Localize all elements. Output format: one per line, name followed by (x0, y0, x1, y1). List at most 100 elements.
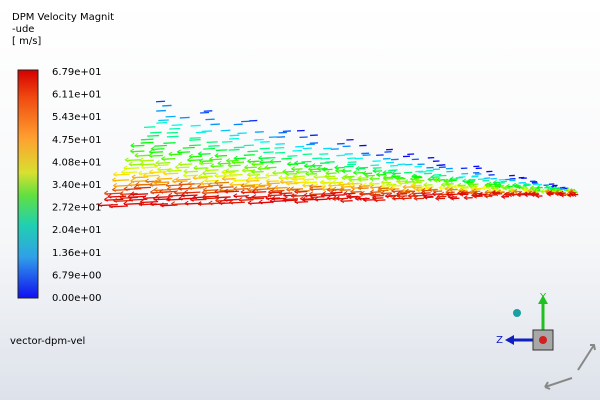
velocity-vector (327, 177, 338, 180)
vector-head (465, 180, 470, 185)
velocity-vector (302, 198, 316, 201)
velocity-vector (291, 168, 303, 171)
vector-head (174, 164, 179, 170)
object-name: vector-dpm-vel (10, 336, 85, 347)
velocity-vector (206, 141, 218, 144)
vector-head (339, 198, 345, 204)
vector-head (461, 178, 467, 184)
velocity-vector (208, 184, 223, 187)
velocity-vector (310, 170, 321, 173)
vector-head (303, 192, 308, 198)
vector-head (221, 176, 226, 182)
vector-head (148, 169, 153, 175)
vector-head (128, 196, 133, 202)
vector-head (128, 181, 133, 187)
vector-head (127, 193, 132, 199)
vector-head (380, 190, 385, 196)
velocity-vector (108, 195, 127, 198)
vector-head (186, 157, 192, 163)
vector-head (251, 161, 256, 167)
vector-head (178, 181, 183, 187)
vector-head (199, 180, 205, 186)
vector-head (232, 193, 238, 199)
velocity-vector (372, 197, 384, 200)
vector-head (183, 168, 188, 174)
velocity-vector (302, 178, 315, 181)
vector-head (463, 195, 468, 201)
vector-head (112, 171, 117, 177)
vector-head (382, 176, 387, 182)
vector-head (472, 193, 477, 199)
vector-head (233, 186, 238, 192)
colorbar-labels: 6.79e+01 6.11e+01 5.43e+01 4.75e+01 4.08e+01… (52, 67, 102, 304)
vector-head (204, 167, 209, 173)
velocity-vector (378, 189, 389, 192)
velocity-vector (254, 188, 269, 191)
vector-head (413, 195, 418, 201)
vector-head (156, 166, 162, 172)
triad-sphere (513, 309, 521, 317)
velocity-vector (258, 157, 270, 160)
velocity-vector (215, 154, 228, 157)
vector-head (377, 187, 382, 193)
vector-head (112, 182, 118, 188)
vector-head (407, 193, 412, 199)
vector-head (183, 189, 189, 195)
vector-head (372, 168, 377, 174)
vector-head (214, 153, 219, 158)
vector-head (341, 175, 346, 181)
vector-head (309, 168, 314, 174)
velocity-vector (204, 179, 219, 182)
velocity-vector (160, 204, 178, 207)
vector-head (398, 180, 403, 186)
velocity-vector (156, 121, 168, 124)
vector-head (557, 191, 562, 197)
velocity-vector (149, 151, 164, 154)
vector-head (269, 198, 274, 204)
vector-head (201, 170, 206, 176)
velocity-vector (205, 169, 219, 172)
velocity-vector (330, 191, 343, 194)
velocity-vector (150, 131, 162, 134)
velocity-vector (171, 124, 183, 127)
velocity-vector (280, 181, 293, 184)
vector-head (123, 165, 128, 171)
velocity-vector (225, 170, 239, 173)
velocity-vector (157, 168, 173, 171)
velocity-vector (104, 198, 124, 201)
vector-head (387, 192, 393, 198)
vector-head (325, 170, 330, 176)
vector-head (510, 191, 515, 197)
velocity-vector (195, 131, 207, 134)
velocity-vector (294, 190, 308, 193)
velocity-vector (228, 148, 240, 151)
vector-head (411, 185, 416, 190)
vector-head (144, 178, 149, 184)
vector-head (238, 197, 243, 202)
vector-head (384, 193, 389, 199)
velocity-vector (188, 187, 204, 190)
velocity-vector (243, 154, 255, 156)
velocity-vector (309, 185, 322, 188)
velocity-vector (314, 176, 326, 179)
velocity-vector (326, 172, 337, 175)
vector-head (395, 178, 400, 184)
velocity-vector (202, 191, 218, 194)
vector-head (423, 194, 428, 200)
vector-head (459, 191, 464, 197)
velocity-vector (293, 175, 305, 178)
velocity-vector (348, 178, 360, 181)
velocity-vector (249, 197, 265, 200)
vector-head (168, 151, 173, 157)
velocity-vector (140, 200, 159, 204)
vector-head (197, 201, 202, 206)
velocity-vector (177, 151, 191, 154)
vector-head (529, 185, 535, 191)
vector-head (120, 169, 126, 175)
velocity-vector (113, 173, 130, 176)
vector-head (358, 191, 364, 197)
vector-head (282, 169, 287, 174)
velocity-vector (151, 148, 165, 151)
velocity-vector (251, 163, 264, 166)
rotate-arrow (544, 377, 573, 390)
